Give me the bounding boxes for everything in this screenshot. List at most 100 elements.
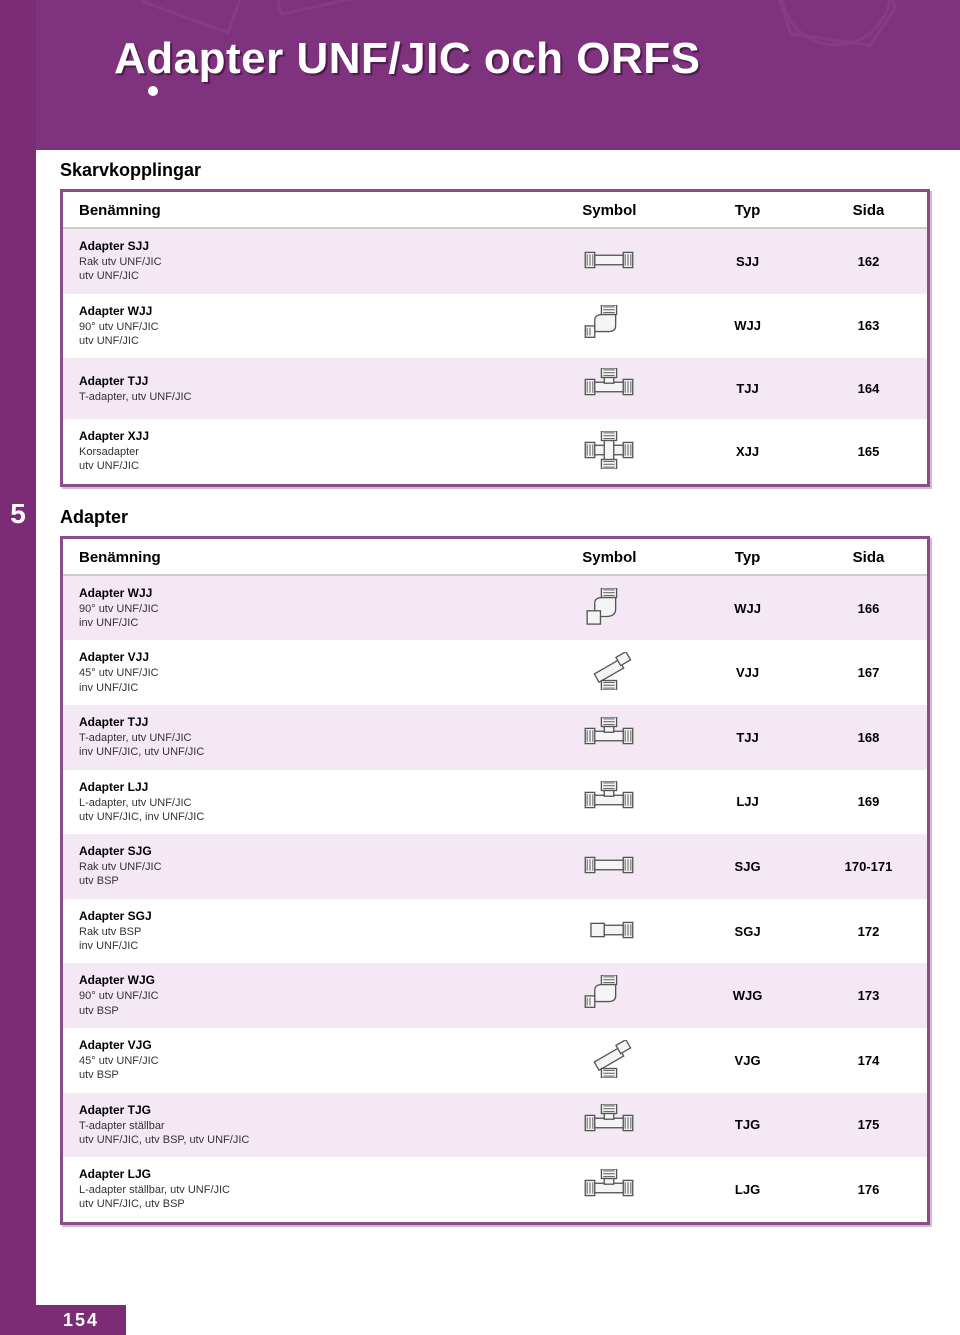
col-header-side: Sida	[806, 539, 927, 575]
cell-description: Adapter TJG T-adapter ställbarutv UNF/JIC…	[63, 1093, 530, 1158]
table-row: Adapter WJG90° utv UNF/JICutv BSPWJG173	[63, 963, 927, 1028]
table-row: Adapter SGJRak utv BSPinv UNF/JICSGJ172	[63, 899, 927, 964]
cell-description: Adapter SJJ Rak utv UNF/JICutv UNF/JIC	[63, 228, 530, 294]
cell-side: 174	[806, 1028, 927, 1093]
row-desc-line: utv UNF/JIC, utv BSP, utv UNF/JIC	[79, 1133, 518, 1147]
cell-symbol	[530, 1028, 686, 1093]
cell-type: LJG	[685, 1157, 806, 1222]
cell-symbol	[530, 834, 686, 899]
table-row: Adapter SJJ Rak utv UNF/JICutv UNF/JIC SJJ…	[63, 228, 927, 294]
table-row: Adapter SJGRak utv UNF/JICutv BSP SJG170-…	[63, 834, 927, 899]
fitting-straight-icon	[584, 846, 634, 884]
col-header-side: Sida	[806, 192, 927, 228]
table-row: Adapter WJJ90° utv UNF/JICinv UNF/JICWJJ…	[63, 575, 927, 641]
row-title: Adapter SJJ	[79, 239, 518, 253]
cell-description: Adapter LJGL-adapter ställbar, utv UNF/J…	[63, 1157, 530, 1222]
cell-type: SJG	[685, 834, 806, 899]
row-title: Adapter LJJ	[79, 780, 518, 794]
cell-symbol	[530, 963, 686, 1028]
row-desc-line: utv BSP	[79, 874, 518, 888]
row-title: Adapter WJG	[79, 973, 518, 987]
row-desc-line: utv UNF/JIC	[79, 459, 518, 473]
fitting-tee-icon	[584, 781, 634, 819]
col-header-type: Typ	[685, 539, 806, 575]
fitting-elbow90f-icon	[584, 588, 634, 626]
row-title: Adapter LJG	[79, 1167, 518, 1181]
row-desc-line: 45° utv UNF/JIC	[79, 666, 518, 680]
content: Skarvkopplingar Benämning Symbol Typ Sid…	[60, 160, 930, 1245]
cell-side: 176	[806, 1157, 927, 1222]
cell-symbol	[530, 1093, 686, 1158]
cell-description: Adapter VJG45° utv UNF/JICutv BSP	[63, 1028, 530, 1093]
cell-symbol	[530, 705, 686, 770]
row-desc-line: 45° utv UNF/JIC	[79, 1054, 518, 1068]
row-desc-line: T-adapter ställbar	[79, 1119, 518, 1133]
cell-description: Adapter LJJ L-adapter, utv UNF/JICutv UNF…	[63, 770, 530, 835]
cell-type: XJJ	[685, 419, 806, 484]
cell-side: 165	[806, 419, 927, 484]
cell-symbol	[530, 228, 686, 294]
row-title: Adapter WJJ	[79, 304, 518, 318]
cell-side: 162	[806, 228, 927, 294]
fitting-cross-icon	[584, 431, 634, 469]
chapter-tab: 5	[0, 490, 36, 538]
row-desc-line: Korsadapter	[79, 445, 518, 459]
cell-side: 167	[806, 640, 927, 705]
cell-symbol	[530, 899, 686, 964]
fitting-elbow90-icon	[584, 975, 634, 1013]
cell-side: 173	[806, 963, 927, 1028]
cell-description: Adapter WJJ90° utv UNF/JICinv UNF/JIC	[63, 575, 530, 641]
row-desc-line: Rak utv UNF/JIC	[79, 255, 518, 269]
row-desc-line: utv UNF/JIC	[79, 269, 518, 283]
row-title: Adapter XJJ	[79, 429, 518, 443]
fitting-tee-icon	[584, 1169, 634, 1207]
col-header-symbol: Symbol	[530, 192, 686, 228]
row-title: Adapter TJJ	[79, 715, 518, 729]
row-desc-line: Rak utv BSP	[79, 925, 518, 939]
table-row: Adapter VJJ45° utv UNF/JICinv UNF/JICVJJ…	[63, 640, 927, 705]
cell-side: 170-171	[806, 834, 927, 899]
cell-type: WJJ	[685, 575, 806, 641]
row-desc-line: inv UNF/JIC, utv UNF/JIC	[79, 745, 518, 759]
fitting-straightf-icon	[584, 911, 634, 949]
section-title-skarvkopplingar: Skarvkopplingar	[60, 160, 930, 181]
cell-side: 164	[806, 358, 927, 419]
row-desc-line: 90° utv UNF/JIC	[79, 602, 518, 616]
row-desc-line: inv UNF/JIC	[79, 681, 518, 695]
fitting-elbow90-icon	[584, 305, 634, 343]
row-desc-line: utv UNF/JIC, inv UNF/JIC	[79, 810, 518, 824]
cell-type: TJJ	[685, 358, 806, 419]
cell-symbol	[530, 294, 686, 359]
cell-symbol	[530, 1157, 686, 1222]
cell-type: LJJ	[685, 770, 806, 835]
table-row: Adapter LJGL-adapter ställbar, utv UNF/J…	[63, 1157, 927, 1222]
row-title: Adapter WJJ	[79, 586, 518, 600]
cell-description: Adapter TJJT-adapter, utv UNF/JIC	[63, 358, 530, 419]
hero-dot-icon	[148, 86, 158, 96]
cell-description: Adapter VJJ45° utv UNF/JICinv UNF/JIC	[63, 640, 530, 705]
page-number: 154	[36, 1305, 126, 1335]
row-desc-line: 90° utv UNF/JIC	[79, 989, 518, 1003]
table-row: Adapter TJJT-adapter, utv UNF/JIC TJJ164	[63, 358, 927, 419]
row-desc-line: utv BSP	[79, 1068, 518, 1082]
row-title: Adapter TJG	[79, 1103, 518, 1117]
cell-description: Adapter TJJT-adapter, utv UNF/JICinv UNF…	[63, 705, 530, 770]
col-header-type: Typ	[685, 192, 806, 228]
row-desc-line: L-adapter, utv UNF/JIC	[79, 796, 518, 810]
table-row: Adapter LJJ L-adapter, utv UNF/JICutv UNF…	[63, 770, 927, 835]
cell-side: 175	[806, 1093, 927, 1158]
section-title-adapter: Adapter	[60, 507, 930, 528]
cell-description: Adapter SJGRak utv UNF/JICutv BSP	[63, 834, 530, 899]
cell-description: Adapter WJJ90° utv UNF/JICutv UNF/JIC	[63, 294, 530, 359]
col-header-name: Benämning	[63, 192, 530, 228]
cell-type: SJJ	[685, 228, 806, 294]
hero-banner: Adapter UNF/JIC och ORFS	[36, 0, 960, 150]
fitting-tee-icon	[584, 368, 634, 406]
row-desc-line: 90° utv UNF/JIC	[79, 320, 518, 334]
row-title: Adapter SJG	[79, 844, 518, 858]
cell-type: WJJ	[685, 294, 806, 359]
cell-type: TJJ	[685, 705, 806, 770]
cell-side: 166	[806, 575, 927, 641]
cell-symbol	[530, 770, 686, 835]
table-row: Adapter XJJ Korsadapterutv UNF/JIC XJJ165	[63, 419, 927, 484]
